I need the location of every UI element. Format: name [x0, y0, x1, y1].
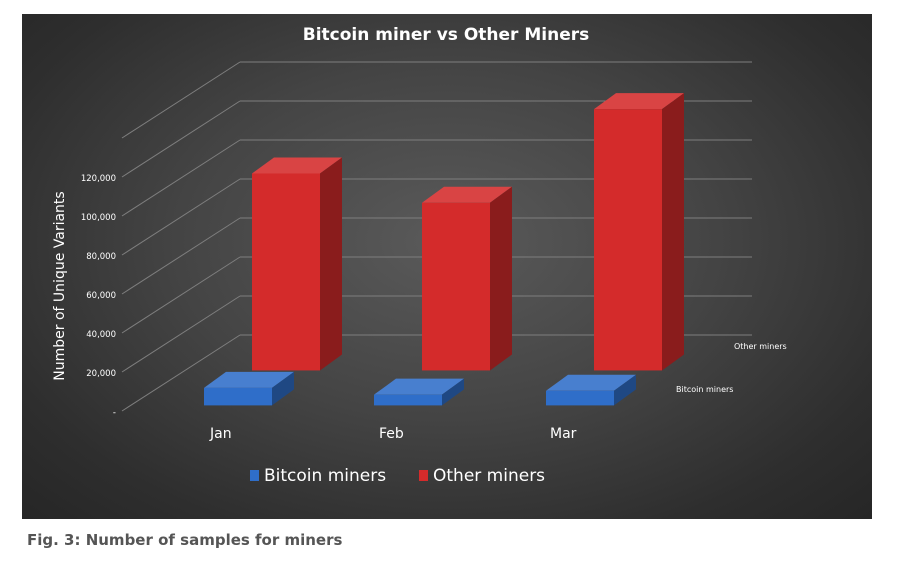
- gridline-side: [121, 178, 241, 256]
- y-tick-label: 40,000: [86, 330, 116, 340]
- legend-swatch: [250, 470, 259, 481]
- bar-bitcoin-mar: [546, 374, 636, 406]
- depth-label-layer: Bitcoin miners Other miners: [676, 342, 787, 394]
- y-axis-label: Number of Unique Variants: [52, 191, 68, 380]
- chart-svg: Bitcoin miner vs Other Miners Number of …: [52, 25, 787, 486]
- bar-bitcoin-feb-front: [374, 394, 442, 406]
- y-tick-label: 80,000: [86, 252, 116, 262]
- y-tick-label: 120,000: [81, 174, 116, 184]
- bar-other-jan-side: [320, 157, 342, 371]
- y-tick-label: 20,000: [86, 369, 116, 379]
- gridline-side: [121, 256, 241, 334]
- category-label: Feb: [379, 426, 404, 442]
- bar-bitcoin-jan-side: [272, 371, 294, 406]
- legend: Bitcoin miners Other miners: [250, 466, 545, 486]
- bar-bitcoin-mar-front: [546, 390, 614, 406]
- y-tick-label: 60,000: [86, 291, 116, 301]
- figure-caption: Fig. 3: Number of samples for miners: [27, 531, 343, 549]
- bar-other-jan-top: [252, 157, 342, 174]
- bar-other-mar-top: [594, 93, 684, 110]
- category-label: Jan: [209, 426, 232, 442]
- gridline-side: [121, 139, 241, 217]
- bar-bitcoin-feb-top: [374, 378, 464, 395]
- category-label: Mar: [550, 426, 577, 442]
- bar-other-feb: [422, 186, 512, 371]
- gridline-side: [121, 295, 241, 373]
- bar-other-mar-side: [662, 93, 684, 371]
- gridline-side: [121, 61, 241, 139]
- chart-panel: Bitcoin miner vs Other Miners Number of …: [22, 14, 872, 519]
- y-tick-layer: - 20,000 40,000 60,000 80,000 100,000 120,000: [81, 174, 116, 418]
- bar-other-feb-top: [422, 186, 512, 203]
- depth-label: Bitcoin miners: [676, 385, 733, 394]
- bar-bitcoin-jan: [204, 371, 294, 406]
- legend-label: Other miners: [433, 466, 545, 486]
- legend-swatch: [419, 470, 428, 481]
- bar-other-feb-front: [422, 202, 490, 371]
- chart-title: Bitcoin miner vs Other Miners: [303, 25, 590, 45]
- bar-bitcoin-mar-top: [546, 374, 636, 391]
- gridline-side: [121, 334, 241, 412]
- bar-bitcoin-jan-top: [204, 371, 294, 388]
- bar-bitcoin-mar-side: [614, 374, 636, 406]
- bar-bitcoin-feb: [374, 378, 464, 406]
- gridline-side: [121, 100, 241, 178]
- bar-bitcoin-jan-front: [204, 387, 272, 406]
- bar-layer: [204, 93, 684, 406]
- gridline-side: [121, 217, 241, 295]
- category-layer: Jan Feb Mar: [209, 426, 577, 442]
- bar-other-mar-front: [594, 109, 662, 371]
- y-tick-label: -: [113, 408, 116, 418]
- bar-other-jan-front: [252, 173, 320, 371]
- legend-label: Bitcoin miners: [264, 466, 386, 486]
- y-tick-label: 100,000: [81, 213, 116, 223]
- bar-bitcoin-feb-side: [442, 378, 464, 406]
- bar-other-jan: [252, 157, 342, 371]
- bar-other-mar: [594, 93, 684, 371]
- bar-other-feb-side: [490, 186, 512, 371]
- depth-label: Other miners: [734, 342, 787, 351]
